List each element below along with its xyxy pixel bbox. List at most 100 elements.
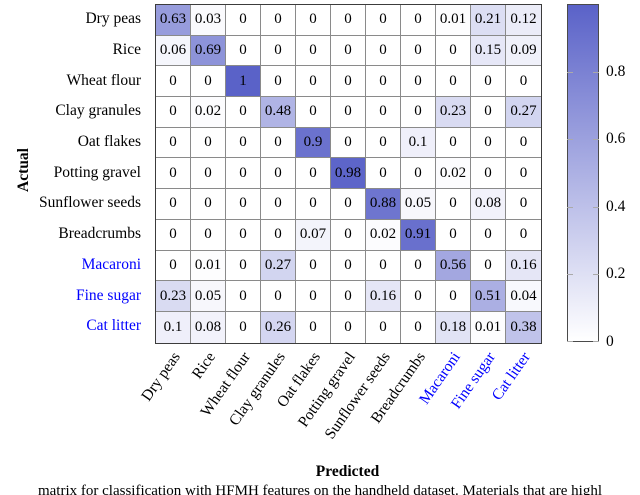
row-label: Potting gravel	[53, 163, 141, 181]
matrix-cell: 0	[296, 35, 331, 67]
row-label: Oat flakes	[77, 133, 141, 151]
matrix-cell: 0.9	[296, 127, 331, 159]
matrix-cell: 0.23	[436, 97, 471, 128]
matrix-cell: 0	[296, 250, 331, 282]
matrix-cell: 0	[331, 35, 366, 67]
row-label: Fine sugar	[75, 286, 141, 304]
matrix-cell: 0.02	[436, 158, 471, 190]
matrix-cell: 0	[471, 219, 506, 251]
matrix-cell: 0.15	[471, 35, 506, 67]
colorbar-tick-label: 0.6	[606, 130, 626, 148]
matrix-cell: 0.1	[401, 127, 436, 159]
matrix-cell: 0	[296, 97, 331, 128]
matrix-cell: 0	[226, 311, 261, 343]
colorbar-tick-mark	[593, 71, 599, 73]
matrix-cell: 0.08	[191, 311, 226, 343]
matrix-grid: 0.63 0.03 0 0 0 0 0 0 0.01 0.21 0.12 0.06 0.69 0 0 0 0 0 0…	[155, 4, 542, 344]
matrix-cell: 0	[226, 5, 261, 36]
matrix-cell: 0	[261, 35, 296, 67]
matrix-cell: 0.98	[331, 158, 366, 190]
matrix-cell: 0.27	[261, 250, 296, 282]
row-label: Cat litter	[86, 317, 141, 335]
matrix-cell: 0	[226, 97, 261, 128]
row-label: Macaroni	[81, 255, 141, 273]
figure-caption: matrix for classification with HFMH feat…	[37, 483, 602, 495]
matrix-cell: 0	[331, 5, 366, 36]
colorbar-tick-mark	[593, 206, 599, 208]
colorbar-tick-label: 0.2	[606, 265, 626, 283]
matrix-cell: 0	[226, 189, 261, 220]
matrix-cell: 0.23	[156, 281, 191, 312]
row-label: Wheat flour	[66, 71, 141, 89]
matrix-cell: 0.02	[366, 219, 401, 251]
matrix-cell: 0.01	[471, 311, 506, 343]
matrix-cell: 0	[156, 250, 191, 282]
colorbar-tick-mark	[593, 274, 599, 276]
matrix-cell: 0.88	[366, 189, 401, 220]
colorbar-tick-mark	[567, 340, 573, 342]
matrix-cell: 0	[261, 127, 296, 159]
matrix-cell: 0	[261, 189, 296, 220]
matrix-cell: 0	[261, 281, 296, 312]
matrix-cell: 0	[331, 66, 366, 98]
matrix-cell: 0	[156, 127, 191, 159]
colorbar-tick-mark	[567, 71, 573, 73]
colorbar-tick-mark	[567, 274, 573, 276]
matrix-cell: 0.69	[191, 35, 226, 67]
matrix-cell: 0	[226, 158, 261, 190]
matrix-cell: 0	[296, 281, 331, 312]
matrix-cell: 0	[156, 158, 191, 190]
matrix-cell: 0	[331, 250, 366, 282]
matrix-cell: 0.05	[401, 189, 436, 220]
matrix-cell: 0	[331, 127, 366, 159]
matrix-cell: 0	[296, 311, 331, 343]
matrix-cell: 0	[331, 219, 366, 251]
matrix-cell: 0.08	[471, 189, 506, 220]
matrix-cell: 0	[436, 127, 471, 159]
matrix-cell: 0.05	[191, 281, 226, 312]
matrix-cell: 0	[506, 66, 541, 98]
matrix-cell: 0	[401, 66, 436, 98]
matrix-cell: 0	[506, 127, 541, 159]
matrix-cell: 0.91	[401, 219, 436, 251]
matrix-cell: 0.27	[506, 97, 541, 128]
matrix-cell: 0	[436, 66, 471, 98]
row-label: Clay granules	[55, 102, 141, 120]
matrix-cell: 0	[296, 66, 331, 98]
matrix-cell: 0.1	[156, 311, 191, 343]
matrix-cell: 0	[191, 66, 226, 98]
matrix-cell: 1	[226, 66, 261, 98]
matrix-cell: 0	[226, 219, 261, 251]
colorbar-tick-label: 0	[606, 332, 614, 350]
matrix-cell: 0.56	[436, 250, 471, 282]
matrix-cell: 0	[366, 35, 401, 67]
matrix-cell: 0	[401, 281, 436, 312]
matrix-cell: 0	[366, 66, 401, 98]
matrix-cell: 0	[366, 97, 401, 128]
matrix-cell: 0	[366, 250, 401, 282]
colorbar	[567, 4, 599, 342]
matrix-cell: 0	[366, 311, 401, 343]
matrix-cell: 0	[401, 311, 436, 343]
matrix-cell: 0	[436, 189, 471, 220]
matrix-cell: 0.18	[436, 311, 471, 343]
matrix-cell: 0	[191, 158, 226, 190]
matrix-cell: 0.09	[506, 35, 541, 67]
colorbar-tick-mark	[567, 206, 573, 208]
matrix-cell: 0.21	[471, 5, 506, 36]
colorbar-tick-label: 0.4	[606, 197, 626, 215]
matrix-cell: 0	[331, 189, 366, 220]
matrix-cell: 0	[436, 35, 471, 67]
matrix-cell: 0.38	[506, 311, 541, 343]
colorbar-tick-mark	[567, 139, 573, 141]
matrix-cell: 0	[366, 5, 401, 36]
matrix-cell: 0	[436, 219, 471, 251]
matrix-cell: 0	[401, 5, 436, 36]
matrix-cell: 0	[261, 66, 296, 98]
matrix-cell: 0	[156, 97, 191, 128]
row-label: Dry peas	[85, 10, 141, 28]
matrix-cell: 0	[226, 281, 261, 312]
matrix-cell: 0	[471, 250, 506, 282]
matrix-cell: 0	[471, 66, 506, 98]
y-axis-tick-labels: Dry peas Rice Wheat flour Clay granules Oat …	[0, 4, 148, 342]
